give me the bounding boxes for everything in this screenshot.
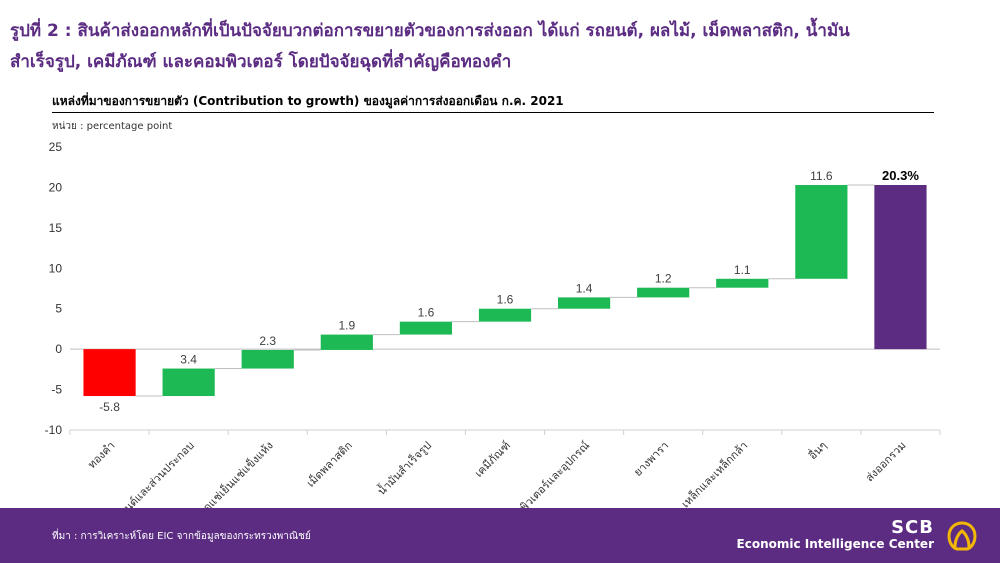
- category-label: เม็ดพลาสติก: [303, 438, 355, 490]
- data-label: 1.9: [338, 319, 355, 333]
- bar: [162, 368, 215, 397]
- bar: [241, 349, 294, 369]
- data-label: 1.6: [418, 306, 435, 320]
- y-tick-label: -10: [45, 423, 63, 437]
- brand-block: SCB Economic Intelligence Center: [737, 519, 934, 552]
- y-tick-label: -5: [51, 383, 62, 397]
- category-label: เคมีภัณฑ์: [472, 439, 513, 480]
- data-label: 1.1: [734, 263, 751, 277]
- data-label: 1.6: [497, 293, 514, 307]
- footer-bar: ที่มา : การวิเคราะห์โดย EIC จากข้อมูลของ…: [0, 508, 1000, 563]
- brand-subtitle: Economic Intelligence Center: [736, 537, 934, 551]
- data-label: 3.4: [180, 353, 197, 367]
- headline-line-1: รูปที่ 2 : สินค้าส่งออกหลักที่เป็นปัจจัย…: [10, 21, 850, 41]
- bar: [637, 287, 690, 298]
- y-tick-label: 20: [49, 180, 63, 194]
- y-tick-label: 25: [49, 140, 63, 154]
- category-label: คอมพิวเตอร์และอุปกรณ์: [502, 439, 592, 508]
- bar: [716, 278, 769, 288]
- data-label: 2.3: [259, 334, 276, 348]
- y-tick-label: 5: [55, 302, 62, 316]
- brand-name: SCB: [891, 517, 934, 538]
- data-label: 1.2: [655, 272, 672, 286]
- data-label: 1.4: [576, 281, 593, 295]
- headline: รูปที่ 2 : สินค้าส่งออกหลักที่เป็นปัจจัย…: [10, 16, 990, 78]
- bar: [83, 349, 136, 397]
- source-note: ที่มา : การวิเคราะห์โดย EIC จากข้อมูลของ…: [52, 531, 311, 542]
- category-label: รถยนต์และส่วนประกอบ: [108, 439, 197, 508]
- subtitle-divider: [52, 112, 934, 113]
- bar: [874, 185, 927, 350]
- y-tick-label: 15: [49, 221, 63, 235]
- y-tick-label: 10: [49, 261, 63, 275]
- unit-label: หน่วย : percentage point: [52, 121, 173, 132]
- waterfall-chart: 25 20 15 10 5 0 -5 -10 -5.8 ทองคำ 3.4 รถยนต์และส่วน…: [45, 140, 941, 508]
- bar: [795, 185, 848, 279]
- bar: [478, 308, 532, 322]
- category-label: ส่งออกรวม: [863, 439, 908, 484]
- category-label: อื่นๆ: [805, 437, 830, 462]
- bar: [557, 297, 611, 309]
- bar: [320, 334, 373, 350]
- chart-subtitle: แหล่งที่มาของการขยายตัว (Contribution to…: [52, 94, 564, 108]
- bar: [399, 321, 453, 335]
- category-label: ยางพารา: [631, 439, 671, 479]
- scb-logo-icon: [947, 521, 977, 551]
- y-tick-label: 0: [55, 342, 62, 356]
- data-label: -5.8: [99, 400, 120, 414]
- category-label: ทองคำ: [85, 439, 117, 471]
- data-label: 20.3%: [882, 168, 919, 183]
- category-label: น้ำมันสำเร็จรูป: [374, 438, 434, 498]
- data-label: 11.6: [810, 169, 833, 183]
- headline-line-2: สำเร็จรูป, เคมีภัณฑ์ และคอมพิวเตอร์ โดยป…: [10, 52, 512, 72]
- category-label: เหล็กและเหล็กกล้า: [678, 438, 750, 508]
